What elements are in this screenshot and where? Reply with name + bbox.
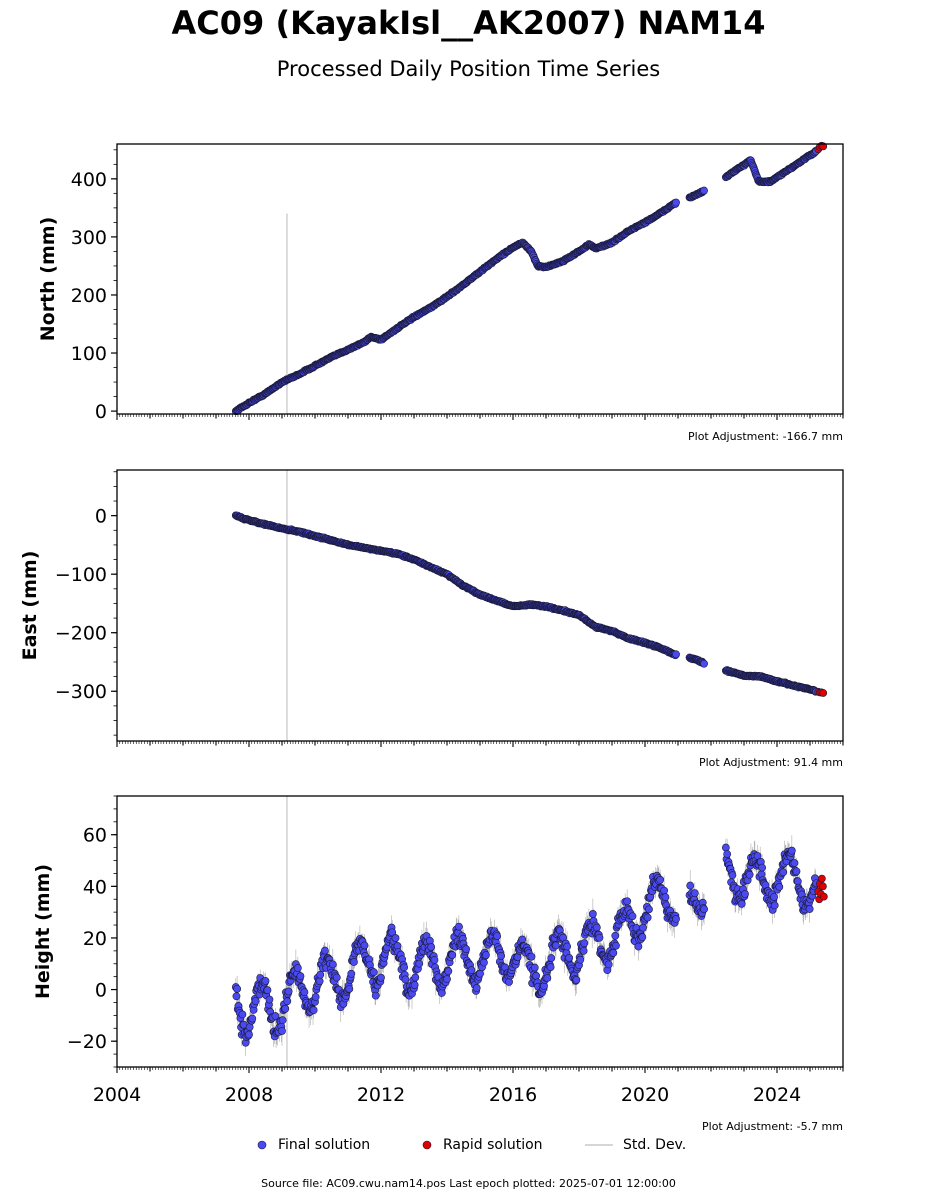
- final-points: [231, 843, 821, 1047]
- plot-adjustment: Plot Adjustment: -166.7 mm: [688, 430, 843, 443]
- y-tick-label: 100: [71, 343, 107, 365]
- final-point: [311, 993, 320, 1001]
- rapid-points: [814, 687, 828, 697]
- page-title: AC09 (KayakIsl__AK2007) NAM14: [171, 4, 766, 42]
- plot-frame: [116, 469, 844, 742]
- final-point: [278, 1027, 286, 1035]
- plot-adjustment: Plot Adjustment: 91.4 mm: [699, 756, 843, 769]
- final-point: [251, 997, 260, 1006]
- final-point: [283, 997, 292, 1006]
- final-point: [347, 969, 356, 978]
- panel-north: 0 100 200 300 400 North (mm) Plot Adjustment: …: [37, 141, 844, 443]
- final-point: [371, 991, 380, 1000]
- y-tick-label: −300: [55, 681, 107, 703]
- y-axis-label: East (mm): [19, 551, 41, 661]
- final-point: [360, 941, 369, 950]
- final-point: [296, 972, 305, 981]
- y-tick-label: 300: [71, 227, 107, 249]
- final-point: [316, 970, 325, 979]
- final-point: [320, 946, 329, 955]
- stddev-bars: [235, 149, 817, 413]
- final-point: [293, 964, 302, 972]
- final-point: [315, 977, 324, 986]
- y-tick-label: 200: [71, 285, 107, 307]
- plot-frame: [116, 143, 844, 415]
- final-point: [700, 186, 708, 195]
- rapid-point: [819, 689, 828, 697]
- final-point: [350, 958, 358, 966]
- final-point: [245, 1030, 253, 1039]
- panel-east: 0 −100 −200 −300 East (mm) Plot Adjustment: 9…: [19, 469, 844, 769]
- final-point: [263, 986, 272, 995]
- final-point: [278, 1016, 287, 1025]
- final-point: [332, 973, 341, 982]
- final-point: [233, 984, 242, 993]
- y-tick-label: 0: [95, 506, 107, 528]
- final-point: [672, 198, 680, 207]
- final-point: [309, 1006, 318, 1015]
- y-tick-label: 400: [71, 169, 107, 191]
- final-point: [672, 650, 680, 659]
- y-tick-label: 0: [95, 401, 107, 423]
- final-point: [700, 659, 708, 668]
- final-points: [231, 511, 821, 696]
- final-point: [238, 1010, 247, 1019]
- final-point: [281, 1004, 290, 1013]
- final-point: [265, 995, 274, 1004]
- final-point: [232, 992, 241, 1001]
- final-point: [300, 988, 309, 997]
- final-point: [261, 977, 270, 985]
- final-points: [231, 147, 821, 416]
- final-point: [377, 973, 385, 982]
- final-point: [271, 1012, 280, 1020]
- final-point: [328, 960, 337, 969]
- page-subtitle: Processed Daily Position Time Series: [276, 57, 661, 81]
- y-tick-label: −200: [55, 623, 107, 645]
- y-tick-label: −100: [55, 564, 107, 586]
- final-point: [388, 928, 397, 937]
- final-point: [284, 987, 293, 996]
- final-point: [248, 1014, 257, 1023]
- final-point: [369, 968, 378, 976]
- y-axis-label: North (mm): [37, 217, 59, 342]
- final-point: [345, 984, 354, 993]
